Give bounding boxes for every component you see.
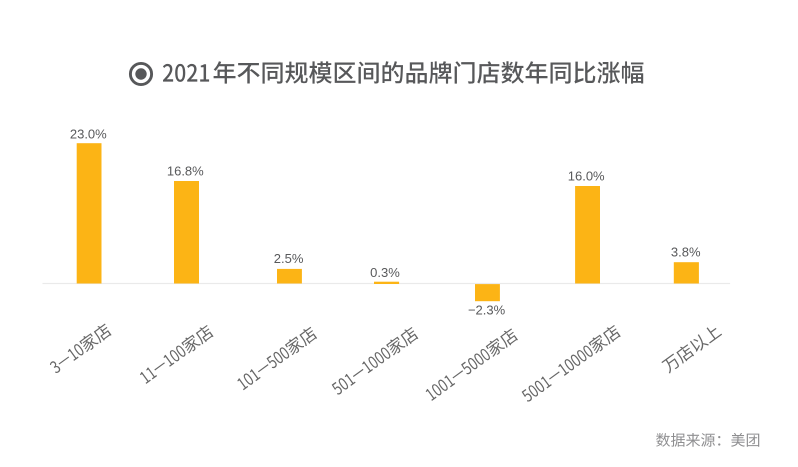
svg-text:16.8%: 16.8% [167, 163, 204, 178]
svg-text:16.0%: 16.0% [568, 168, 605, 183]
svg-text:3.8%: 3.8% [671, 245, 701, 260]
svg-text:23.0%: 23.0% [70, 127, 107, 142]
svg-text:0.3%: 0.3% [370, 265, 400, 280]
svg-text:2.5%: 2.5% [274, 251, 304, 266]
svg-text:−2.3%: −2.3% [468, 303, 506, 318]
